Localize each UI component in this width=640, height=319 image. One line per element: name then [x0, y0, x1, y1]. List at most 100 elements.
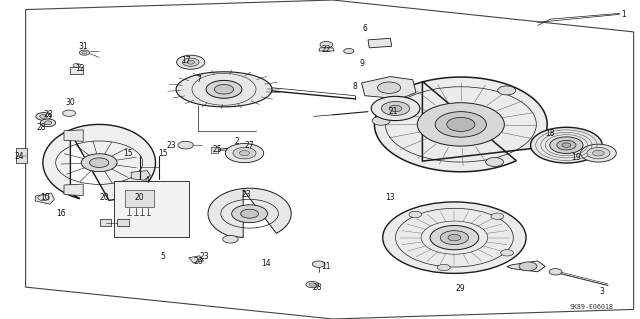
Polygon shape: [189, 256, 204, 263]
Circle shape: [233, 147, 256, 159]
Text: 28: 28: [44, 110, 52, 119]
Text: 28: 28: [37, 123, 46, 132]
Text: 21: 21: [389, 107, 398, 116]
Circle shape: [177, 55, 205, 69]
Bar: [117, 219, 129, 226]
Text: 26: 26: [193, 257, 204, 266]
Text: 14: 14: [260, 259, 271, 268]
Circle shape: [79, 50, 90, 55]
Text: 11: 11: [322, 262, 331, 271]
Circle shape: [344, 48, 354, 54]
Circle shape: [550, 137, 583, 153]
Polygon shape: [35, 193, 54, 204]
Circle shape: [519, 262, 537, 271]
Polygon shape: [64, 184, 83, 196]
Circle shape: [187, 60, 195, 64]
Bar: [211, 147, 218, 153]
Polygon shape: [208, 188, 291, 238]
Text: 8: 8: [353, 82, 358, 91]
Text: 22: 22: [322, 45, 331, 54]
Circle shape: [378, 82, 401, 93]
Text: 23: 23: [200, 252, 210, 261]
Circle shape: [40, 119, 56, 127]
Text: 31: 31: [78, 42, 88, 51]
Circle shape: [241, 209, 259, 218]
Circle shape: [73, 63, 81, 67]
Circle shape: [447, 117, 475, 131]
Bar: [125, 190, 154, 207]
Text: 23: 23: [241, 190, 252, 199]
Circle shape: [593, 150, 604, 156]
Text: 6: 6: [362, 24, 367, 33]
Circle shape: [435, 112, 486, 137]
Circle shape: [438, 264, 451, 271]
Circle shape: [232, 205, 268, 223]
Circle shape: [44, 121, 52, 125]
Polygon shape: [319, 48, 334, 51]
Polygon shape: [176, 72, 272, 107]
Circle shape: [381, 101, 410, 115]
Circle shape: [239, 151, 250, 156]
Polygon shape: [64, 130, 83, 141]
Polygon shape: [507, 261, 545, 272]
Bar: [100, 219, 111, 226]
Polygon shape: [16, 148, 27, 163]
Text: 20: 20: [134, 193, 145, 202]
Circle shape: [40, 115, 47, 118]
Polygon shape: [70, 67, 83, 74]
Circle shape: [372, 116, 390, 125]
Text: 15: 15: [158, 149, 168, 158]
Circle shape: [486, 158, 504, 167]
Circle shape: [178, 141, 193, 149]
Text: 23: 23: [166, 141, 177, 150]
Circle shape: [223, 235, 238, 243]
Polygon shape: [368, 38, 392, 48]
Text: 4: 4: [145, 176, 150, 185]
Text: 17: 17: [180, 56, 191, 65]
Text: 15: 15: [123, 149, 133, 158]
Circle shape: [320, 41, 333, 48]
Text: 25: 25: [212, 145, 223, 154]
Circle shape: [448, 234, 461, 241]
Polygon shape: [374, 77, 547, 172]
Circle shape: [214, 85, 234, 94]
Circle shape: [417, 103, 504, 146]
Polygon shape: [362, 77, 416, 99]
Text: 2: 2: [234, 137, 239, 146]
Circle shape: [312, 261, 325, 267]
Text: 13: 13: [385, 193, 396, 202]
Text: 16: 16: [56, 209, 66, 218]
Circle shape: [562, 143, 571, 147]
Circle shape: [389, 105, 402, 112]
Text: 27: 27: [244, 141, 255, 150]
Text: 30: 30: [65, 98, 76, 107]
Circle shape: [182, 58, 199, 66]
Text: 7: 7: [196, 75, 201, 84]
Circle shape: [430, 226, 479, 250]
Circle shape: [587, 147, 610, 159]
Text: 24: 24: [14, 152, 24, 161]
Text: 10: 10: [40, 193, 50, 202]
Text: 3: 3: [599, 287, 604, 296]
Circle shape: [38, 195, 49, 201]
Circle shape: [309, 283, 316, 286]
Text: 12: 12: [76, 64, 84, 73]
Circle shape: [225, 144, 264, 163]
Circle shape: [491, 213, 504, 219]
Circle shape: [409, 211, 422, 218]
Text: 18: 18: [546, 130, 555, 138]
Text: 20: 20: [99, 193, 109, 202]
Circle shape: [500, 249, 513, 256]
Text: 9: 9: [359, 59, 364, 68]
Circle shape: [81, 154, 117, 172]
Circle shape: [371, 96, 420, 121]
Circle shape: [531, 127, 602, 163]
Text: 5: 5: [161, 252, 166, 261]
Text: 28: 28: [312, 283, 321, 292]
Polygon shape: [131, 171, 150, 180]
Polygon shape: [43, 124, 156, 200]
Text: 29: 29: [456, 284, 466, 293]
Circle shape: [82, 51, 87, 54]
Circle shape: [306, 281, 319, 288]
Circle shape: [90, 158, 109, 167]
